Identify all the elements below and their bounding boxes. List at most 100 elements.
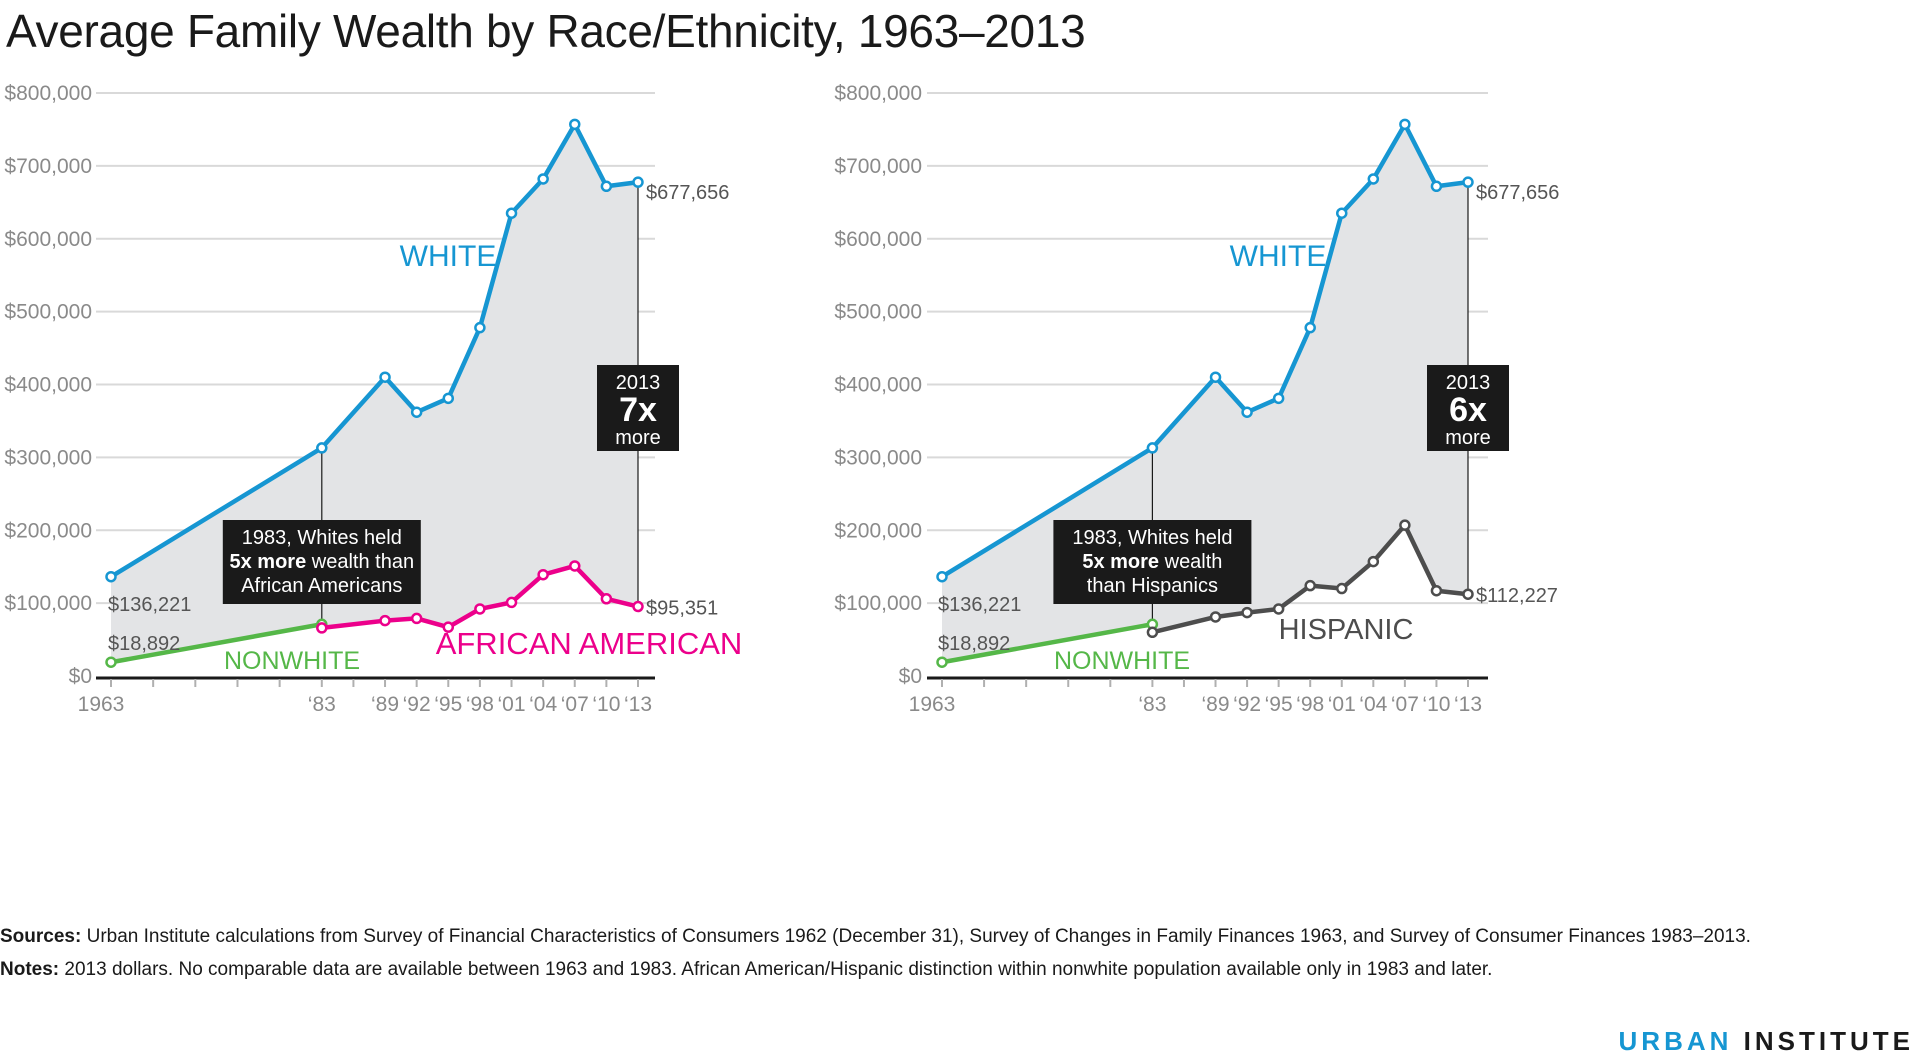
brand-institute: INSTITUTE (1743, 1026, 1914, 1056)
white-point (410, 406, 423, 418)
series-label-group: AFRICAN AMERICAN (436, 626, 743, 661)
x-tick-label: ‘95 (434, 693, 462, 716)
y-tick-label: $800,000 (834, 82, 922, 105)
white-point (569, 118, 581, 131)
white-point (1367, 173, 1380, 185)
callout-2013-word: more (615, 427, 661, 449)
value-label-group-end: $112,227 (1476, 585, 1558, 607)
white-point (1209, 371, 1222, 383)
group-point (1209, 611, 1222, 623)
x-tick-label: ‘10 (1422, 693, 1450, 716)
x-tick-label: ‘95 (1265, 693, 1293, 716)
x-tick-label: ‘13 (1454, 693, 1482, 716)
callout-2013-box (597, 365, 679, 451)
x-tick-label: ‘83 (308, 693, 336, 716)
y-tick-label: $400,000 (4, 374, 92, 397)
x-tick-label: ‘83 (1138, 693, 1166, 716)
y-tick-label: $800,000 (4, 82, 92, 105)
series-label-white: WHITE (1230, 240, 1327, 273)
x-tick-label: ‘89 (1202, 693, 1230, 716)
white-point (1462, 176, 1474, 188)
callout-1983-line2: 5x more wealth than (230, 551, 415, 573)
x-tick-label: ‘92 (1233, 693, 1261, 716)
group-point (316, 622, 328, 634)
white-point (537, 173, 549, 185)
x-tick-label: ‘98 (1296, 693, 1324, 716)
group-point (1430, 584, 1443, 597)
x-tick-label: ‘98 (466, 693, 494, 716)
group-point (1336, 582, 1348, 595)
callout-2013-year: 2013 (1446, 372, 1491, 394)
callout-1983-box (222, 520, 421, 604)
group-point (474, 603, 486, 615)
nonwhite-point (105, 656, 117, 668)
value-label-nonwhite-start: $18,892 (108, 633, 180, 655)
notes-text: 2013 dollars. No comparable data are ava… (64, 959, 1493, 980)
group-point (379, 614, 391, 627)
group-point (1304, 579, 1316, 592)
chart-svg: $0 $100,000 $200,000 $300,000 $400,000 $500,0… (834, 82, 1559, 716)
white-point (1430, 180, 1443, 193)
nonwhite-point (936, 656, 948, 668)
callout-1983-box (1053, 520, 1252, 604)
y-tick-label: $0 (69, 665, 92, 688)
series-label-group: HISPANIC (1279, 614, 1414, 646)
sources-note: Sources: Urban Institute calculations fr… (0, 924, 1880, 949)
chart-panel-african-american: $0 $100,000 $200,000 $300,000 $400,000 $500,0… (0, 82, 960, 876)
y-tick-label: $700,000 (4, 155, 92, 178)
sources-text: Urban Institute calculations from Survey… (86, 926, 1751, 947)
group-line (321, 563, 639, 631)
white-point (105, 570, 117, 583)
brand-urban: URBAN (1618, 1026, 1733, 1056)
callout-1983-line1: 1983, Whites held (242, 527, 402, 549)
series-label-white: WHITE (400, 240, 497, 273)
callout-2013-multiple: 7x (619, 391, 657, 429)
y-tick-label: $300,000 (4, 446, 92, 469)
group-point (1462, 588, 1474, 600)
white-point (1241, 406, 1253, 418)
x-tick-label: ‘04 (1359, 693, 1387, 716)
callout-2013-box (1427, 365, 1509, 451)
group-point (410, 612, 423, 625)
white-point (379, 371, 391, 383)
white-point (936, 570, 948, 583)
group-point (1146, 626, 1159, 639)
x-tick-label: ‘92 (403, 693, 431, 716)
white-point (474, 321, 486, 334)
callout-1983-line1: 1983, Whites held (1072, 527, 1232, 549)
white-point (1399, 118, 1411, 131)
white-point (600, 180, 613, 193)
callout-2013-year: 2013 (616, 372, 661, 394)
value-label-white-end: $677,656 (646, 182, 729, 204)
footer-notes: Sources: Urban Institute calculations fr… (0, 924, 1880, 990)
value-label-white-end: $677,656 (1476, 182, 1559, 204)
group-point (569, 560, 581, 572)
chart-svg: $0 $100,000 $200,000 $300,000 $400,000 $500,0… (4, 82, 743, 716)
x-tick-label: ‘07 (561, 693, 589, 716)
callout-1983-line3: African Americans (241, 575, 402, 597)
white-point (632, 176, 644, 188)
white-point (1336, 207, 1348, 219)
y-tick-label: $600,000 (4, 228, 92, 251)
notes-label: Notes: (0, 959, 60, 980)
notes-note: Notes: 2013 dollars. No comparable data … (0, 957, 1880, 982)
brand-logo: URBAN INSTITUTE (1619, 1026, 1914, 1057)
y-tick-label: $600,000 (834, 228, 922, 251)
x-tick-label: ‘10 (592, 693, 620, 716)
callout-1983-line2-rest: wealth (1159, 551, 1222, 573)
y-tick-label: $500,000 (834, 301, 922, 324)
callout-1983-line2: 5x more wealth (1082, 551, 1222, 573)
callout-2013-multiple: 6x (1449, 391, 1487, 429)
nonwhite-line (110, 622, 323, 665)
value-label-nonwhite-start: $18,892 (938, 633, 1010, 655)
y-tick-label: $200,000 (834, 519, 922, 542)
x-tick-label: ‘13 (624, 693, 652, 716)
y-tick-label: $300,000 (834, 446, 922, 469)
x-tick-label: 1963 (909, 693, 956, 716)
x-tick-label: ‘04 (529, 693, 557, 716)
x-tick-label: ‘89 (371, 693, 399, 716)
white-point (1304, 321, 1316, 334)
callout-1983-emphasis: 5x more (230, 551, 307, 573)
